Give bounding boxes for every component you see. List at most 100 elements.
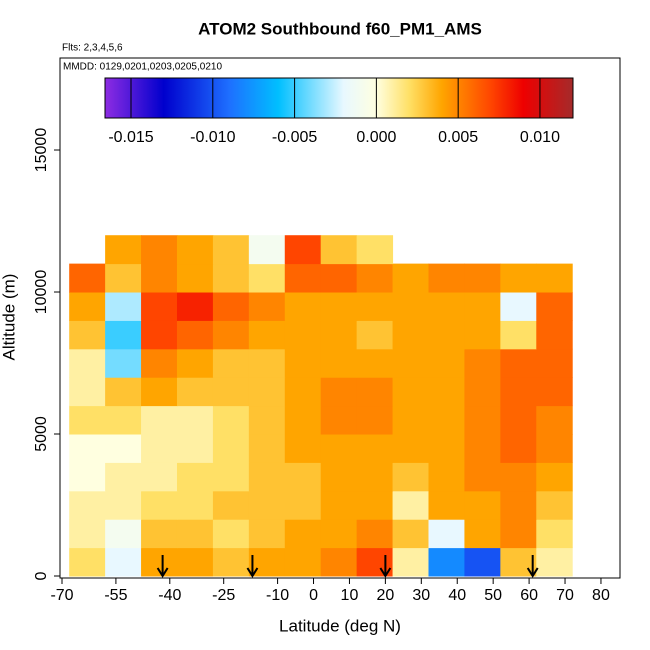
- heat-cell: [392, 377, 429, 407]
- x-tick-label: 10: [341, 587, 359, 604]
- heat-cell: [536, 348, 573, 378]
- annotation: MMDD: 0129,0201,0203,0205,0210: [63, 62, 222, 73]
- heat-cell: [320, 547, 358, 577]
- heat-cell: [105, 462, 142, 492]
- heat-cell: [212, 405, 250, 435]
- heat-cell: [69, 292, 106, 321]
- heat-cell: [284, 263, 322, 293]
- heat-cell: [212, 235, 250, 265]
- heat-cell: [105, 263, 142, 293]
- heat-cell: [69, 490, 106, 520]
- heat-cell: [248, 405, 286, 435]
- heat-cell: [212, 377, 250, 407]
- heat-cell: [176, 235, 214, 265]
- heat-cell: [428, 490, 465, 520]
- heat-cell: [284, 519, 322, 549]
- x-tick-label: 70: [556, 587, 574, 604]
- heat-cell: [392, 405, 429, 435]
- heat-cell: [356, 235, 394, 265]
- heat-cell: [141, 519, 178, 549]
- heat-cell: [356, 320, 394, 350]
- colorbar-tick-label: -0.005: [272, 129, 317, 146]
- heat-cell: [105, 405, 142, 435]
- heat-cell: [69, 462, 106, 492]
- heat-cell: [320, 405, 358, 435]
- heat-cell: [284, 547, 322, 577]
- heat-cell: [320, 348, 358, 378]
- heat-cell: [141, 490, 178, 520]
- heat-cell: [320, 320, 358, 350]
- heat-cell: [428, 519, 465, 549]
- heat-cell: [248, 377, 286, 407]
- y-axis-label: Altitude (m): [0, 274, 18, 361]
- arrow-head: [156, 567, 169, 578]
- heat-cell: [212, 547, 250, 577]
- heat-cell: [464, 348, 501, 378]
- heat-cell: [284, 235, 322, 265]
- heat-cell: [69, 320, 106, 350]
- arrow-head: [246, 567, 259, 578]
- heat-cell: [320, 377, 358, 407]
- heat-cell: [428, 434, 465, 463]
- heat-cell: [176, 348, 214, 378]
- heat-cell: [464, 263, 501, 293]
- heat-cell: [141, 263, 178, 293]
- heat-cell: [176, 434, 214, 463]
- heat-cell: [141, 377, 178, 407]
- heat-cell: [392, 292, 429, 321]
- heat-cell: [536, 547, 573, 577]
- heat-cell: [392, 490, 429, 520]
- heat-cell: [428, 320, 465, 350]
- heat-cell: [105, 320, 142, 350]
- heat-cell: [392, 320, 429, 350]
- heat-cell: [248, 462, 286, 492]
- heat-cell: [248, 490, 286, 520]
- heat-cell: [176, 320, 214, 350]
- colorbar-tick-label: -0.010: [190, 129, 235, 146]
- heat-cell: [356, 348, 394, 378]
- heat-cell: [248, 348, 286, 378]
- heat-cell: [69, 263, 106, 293]
- heat-cell: [176, 462, 214, 492]
- heat-cell: [500, 292, 537, 321]
- heat-cell: [500, 519, 537, 549]
- x-tick-label: -40: [158, 587, 181, 604]
- heat-cell: [105, 490, 142, 520]
- arrow-head: [526, 567, 539, 578]
- heat-cell: [141, 405, 178, 435]
- heat-cell: [392, 434, 429, 463]
- y-tick-label: 5000: [33, 416, 50, 452]
- heat-cell: [464, 519, 501, 549]
- colorbar-tick-label: 0.005: [438, 129, 478, 146]
- heat-cell: [500, 434, 537, 463]
- heat-cell: [284, 377, 322, 407]
- heat-cell: [536, 263, 573, 293]
- heat-cell: [248, 320, 286, 350]
- heat-cell: [536, 462, 573, 492]
- heat-cell: [536, 519, 573, 549]
- heat-cell: [176, 377, 214, 407]
- heat-cell: [464, 547, 501, 577]
- x-tick-label: 80: [592, 587, 610, 604]
- heat-cell: [212, 490, 250, 520]
- heat-cell: [69, 377, 106, 407]
- heat-cell: [105, 434, 142, 463]
- chart-title: ATOM2 Southbound f60_PM1_AMS: [198, 19, 482, 38]
- x-tick-label: -70: [50, 587, 73, 604]
- heat-cell: [392, 462, 429, 492]
- arrow-head: [379, 567, 392, 578]
- heat-cell: [464, 490, 501, 520]
- heat-cell: [176, 292, 214, 321]
- heat-cell: [356, 263, 394, 293]
- heat-cell: [428, 405, 465, 435]
- y-tick-label: 10000: [33, 270, 50, 315]
- heat-cell: [176, 263, 214, 293]
- heat-cell: [320, 434, 358, 463]
- colorbar-tick-label: 0.010: [520, 129, 560, 146]
- heat-cell: [320, 490, 358, 520]
- heat-cell: [284, 348, 322, 378]
- heat-cell: [284, 462, 322, 492]
- x-axis-label: Latitude (deg N): [279, 616, 401, 635]
- x-tick-label: 40: [448, 587, 466, 604]
- subtitle: Flts: 2,3,4,5,6: [62, 43, 123, 54]
